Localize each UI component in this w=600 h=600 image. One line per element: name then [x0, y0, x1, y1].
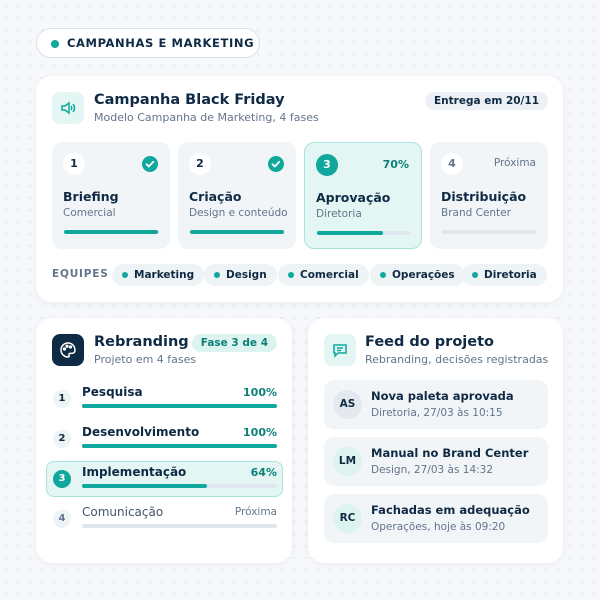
feed-item: AS Nova paleta aprovada Diretoria, 27/03 à… — [324, 380, 548, 429]
phase-status: Próxima — [493, 157, 536, 169]
deadline-badge: Entrega em 20/11 — [425, 92, 548, 110]
item-title: Manual no Brand Center — [371, 446, 529, 460]
icon — [52, 334, 84, 366]
progress-track — [82, 524, 277, 528]
step-name: Implementação — [82, 465, 187, 479]
check-icon — [142, 156, 158, 172]
team-chip: Diretoria — [462, 264, 547, 286]
progress-bar — [82, 444, 277, 448]
check-icon — [268, 156, 284, 172]
phase-name: Briefing — [63, 189, 119, 204]
phase-name: Criação — [189, 189, 242, 204]
team-chip: Marketing — [112, 264, 205, 286]
chip-dot — [380, 272, 386, 278]
feed-item: LM Manual no Brand Center Design, 27/03 às… — [324, 437, 548, 486]
team-chip: Comercial — [278, 264, 369, 286]
progress-bar — [317, 231, 383, 235]
icon — [52, 92, 84, 124]
progress-bar — [82, 484, 207, 488]
phase-name: Distribuição — [441, 189, 527, 204]
item-meta: Design, 27/03 às 14:32 — [371, 464, 494, 476]
phase-card: 4 Próxima Distribuição Brand Center — [430, 142, 548, 249]
progress-track — [317, 231, 411, 235]
feed-subtitle: Rebranding, decisões registradas — [365, 353, 549, 366]
progress-bar — [64, 230, 158, 234]
phase-card: 2 Criação Design e conteúdo — [178, 142, 296, 249]
progress-track — [82, 444, 277, 448]
progress-track — [442, 230, 536, 234]
phase-number: 4 — [441, 153, 463, 175]
phase-number: 3 — [316, 154, 338, 176]
phase-badge: Fase 3 de 4 — [191, 334, 277, 352]
item-meta: Operações, hoje às 09:20 — [371, 521, 506, 533]
chip-dot — [122, 272, 128, 278]
avatar: AS — [333, 390, 362, 419]
progress-track — [82, 484, 277, 488]
phase-subtitle: Brand Center — [441, 207, 511, 219]
dot — [51, 40, 59, 48]
team-chip: Design — [204, 264, 277, 286]
campaign-card: Campanha Black Friday Modelo Campanha de … — [36, 76, 563, 302]
icon — [324, 334, 356, 366]
phase-percent: 70% — [382, 158, 409, 171]
step-number: 2 — [53, 430, 71, 448]
phase-card: 3 70% Aprovação Diretoria — [304, 142, 422, 249]
feed-card: Feed do projeto Rebranding, decisões regi… — [308, 318, 563, 563]
chip-dot — [472, 272, 478, 278]
campaign-subtitle: Modelo Campanha de Marketing, 4 fases — [94, 111, 319, 124]
progress-bar — [82, 404, 277, 408]
progress-bar — [190, 230, 284, 234]
team-chip: Operações — [370, 264, 465, 286]
phase-subtitle: Design e conteúdo — [189, 207, 288, 219]
step-status: Próxima — [234, 506, 277, 518]
feed-title: Feed do projeto — [365, 334, 494, 350]
step-number: 4 — [53, 510, 71, 528]
tag-label: CAMPANHAS E MARKETING — [67, 36, 255, 50]
step-percent: 100% — [243, 386, 277, 399]
feed-item: RC Fachadas em adequação Operações, hoje à… — [324, 494, 548, 543]
item-title: Fachadas em adequação — [371, 503, 530, 517]
step-number: 3 — [53, 470, 71, 488]
rebranding-card: Rebranding Projeto em 4 fases Fase 3 de 4 1… — [36, 318, 292, 563]
item-title: Nova paleta aprovada — [371, 389, 514, 403]
active-highlight — [46, 461, 283, 497]
progress-track — [190, 230, 284, 234]
chip-dot — [214, 272, 220, 278]
item-meta: Diretoria, 27/03 às 10:15 — [371, 407, 503, 419]
rebranding-subtitle: Projeto em 4 fases — [94, 353, 197, 366]
campaign-title: Campanha Black Friday — [94, 92, 285, 108]
phase-subtitle: Diretoria — [316, 208, 362, 220]
phase-subtitle: Comercial — [63, 207, 116, 219]
progress-track — [82, 404, 277, 408]
avatar: LM — [333, 447, 362, 476]
step-name: Pesquisa — [82, 385, 143, 399]
phase-number: 2 — [189, 153, 211, 175]
step-percent: 100% — [243, 426, 277, 439]
teams-label: EQUIPES — [52, 268, 109, 280]
phase-card: 1 Briefing Comercial — [52, 142, 170, 249]
avatar: RC — [333, 504, 362, 533]
step-number: 1 — [53, 390, 71, 408]
step-name: Desenvolvimento — [82, 425, 200, 439]
chip-dot — [288, 272, 294, 278]
phase-number: 1 — [63, 153, 85, 175]
step-percent: 64% — [250, 466, 277, 479]
phase-name: Aprovação — [316, 190, 391, 205]
step-name: Comunicação — [82, 505, 164, 519]
tag-pill: CAMPANHAS E MARKETING — [36, 28, 260, 58]
rebranding-title: Rebranding — [94, 334, 189, 350]
progress-track — [64, 230, 158, 234]
